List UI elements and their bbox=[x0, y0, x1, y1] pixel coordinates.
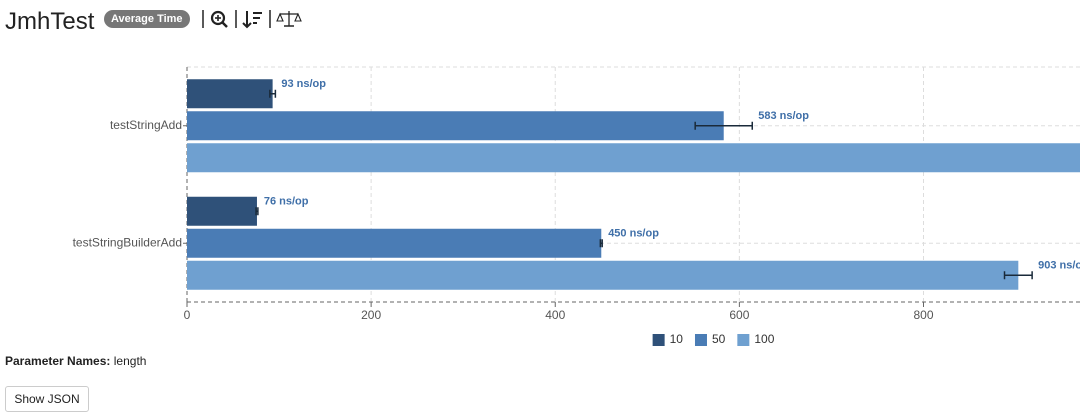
legend: 10 50 100 bbox=[652, 332, 775, 346]
y-tick-label: testStringAdd bbox=[110, 118, 182, 132]
mode-badge: Average Time bbox=[104, 10, 190, 28]
error-bar bbox=[269, 89, 277, 98]
page-title: JmhTest bbox=[5, 8, 95, 35]
error-bar bbox=[694, 121, 754, 130]
x-tick-label: 600 bbox=[729, 308, 749, 322]
error-bar bbox=[255, 207, 259, 216]
bar bbox=[187, 228, 602, 258]
error-bar bbox=[599, 239, 603, 248]
bar bbox=[187, 260, 1019, 290]
x-tick-label: 200 bbox=[361, 308, 381, 322]
legend-swatch bbox=[652, 334, 665, 346]
bar bbox=[187, 196, 257, 226]
bar bbox=[187, 143, 1080, 173]
value-label: 93 ns/op bbox=[281, 78, 326, 90]
value-label: 76 ns/op bbox=[264, 196, 309, 208]
legend-label: 10 bbox=[670, 332, 684, 346]
legend-swatch bbox=[737, 334, 750, 346]
value-label: 450 ns/op bbox=[608, 228, 659, 240]
y-tick-label: testStringBuilderAdd bbox=[73, 235, 182, 249]
parameter-value: length bbox=[113, 354, 147, 368]
legend-swatch bbox=[694, 334, 707, 346]
legend-label: 50 bbox=[712, 332, 726, 346]
x-tick-label: 0 bbox=[184, 308, 191, 322]
value-label: 903 ns/op bbox=[1038, 260, 1080, 272]
show-json-button[interactable]: Show JSON bbox=[5, 386, 89, 412]
chart: 0 200 400 600 800 testStringAdd testStringBuil… bbox=[73, 66, 1080, 346]
error-bar bbox=[1003, 271, 1033, 280]
bar bbox=[187, 111, 724, 141]
legend-label: 100 bbox=[754, 332, 774, 346]
x-tick-label: 800 bbox=[913, 308, 933, 322]
parameter-names: Parameter Names: length bbox=[5, 354, 146, 368]
bar bbox=[187, 79, 273, 109]
value-label: 583 ns/op bbox=[758, 110, 809, 122]
toolbar-icons bbox=[202, 10, 302, 29]
parameter-label: Parameter Names: bbox=[5, 354, 111, 368]
x-tick-label: 400 bbox=[545, 308, 565, 322]
